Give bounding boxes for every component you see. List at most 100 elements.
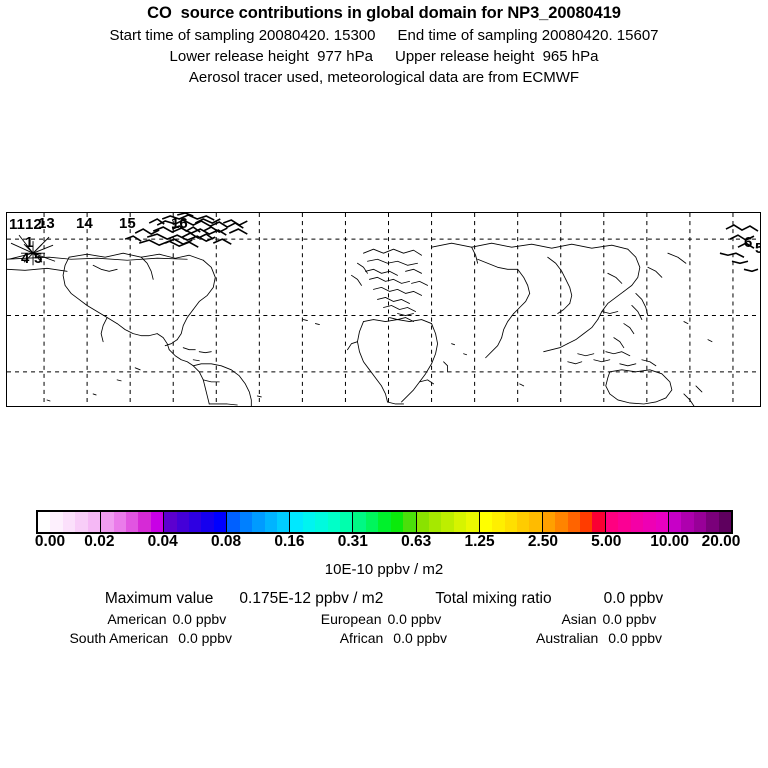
total-mixing-ratio-value: 0.0 ppbv bbox=[603, 590, 664, 607]
colorbar-step-5-2 bbox=[378, 512, 391, 532]
region-australian-label: Australian bbox=[536, 630, 599, 646]
colorbar-step-5-0 bbox=[353, 512, 366, 532]
colorbar-segment-3 bbox=[227, 512, 291, 532]
colorbar-step-2-3 bbox=[201, 512, 214, 532]
colorbar-tick-4: 0.16 bbox=[274, 533, 305, 550]
region-south-american: South American 0.0 ppbv bbox=[62, 630, 277, 646]
colorbar-step-2-0 bbox=[164, 512, 177, 532]
colorbar-step-7-1 bbox=[492, 512, 505, 532]
map-label-5-east: 5 bbox=[755, 241, 760, 256]
release-height-line: Lower release height 977 hPa Upper releas… bbox=[0, 48, 768, 65]
colorbar-step-5-3 bbox=[390, 512, 404, 532]
start-time-text: Start time of sampling 20080420. 15300 bbox=[109, 27, 376, 44]
region-american-value: 0.0 ppbv bbox=[172, 611, 227, 627]
colorbar-step-1-2 bbox=[125, 512, 139, 532]
region-south-american-label: South American bbox=[69, 630, 169, 646]
lower-release-height-text: Lower release height 977 hPa bbox=[169, 48, 373, 65]
colorbar-step-7-2 bbox=[504, 512, 517, 532]
world-map-svg bbox=[7, 213, 760, 406]
map-label-12: 12 bbox=[25, 216, 42, 233]
coastline-europe bbox=[351, 248, 428, 322]
colorbar-segment-0 bbox=[38, 512, 102, 532]
coastline-africa bbox=[347, 319, 449, 405]
colorbar-step-2-1 bbox=[176, 512, 190, 532]
colorbar-segment-1 bbox=[101, 512, 165, 532]
colorbar-container bbox=[36, 510, 733, 534]
region-south-american-value: 0.0 ppbv bbox=[178, 630, 233, 646]
release-point-star-marker bbox=[8, 234, 56, 266]
colorbar-step-9-0 bbox=[605, 512, 619, 532]
colorbar-step-1-0 bbox=[101, 512, 114, 532]
region-asian-label: Asian bbox=[561, 611, 597, 627]
total-mixing-ratio-label: Total mixing ratio bbox=[435, 590, 552, 607]
colorbar-unit-label: 10E-10 ppbv / m2 bbox=[324, 561, 444, 578]
colorbar-tick-0: 0.00 bbox=[34, 533, 66, 550]
colorbar-step-4-1 bbox=[302, 512, 316, 532]
colorbar-step-6-4 bbox=[466, 512, 479, 532]
maximum-value-label: Maximum value bbox=[104, 590, 214, 607]
colorbar-step-9-4 bbox=[655, 512, 668, 532]
region-european: European 0.0 ppbv bbox=[277, 611, 492, 627]
colorbar-step-10-1 bbox=[681, 512, 694, 532]
sampling-time-line: Start time of sampling 20080420. 15300 En… bbox=[0, 27, 768, 44]
colorbar-tick-1: 0.02 bbox=[84, 533, 115, 550]
colorbar-tick-10: 10.00 bbox=[650, 533, 690, 550]
colorbar-step-4-4 bbox=[340, 512, 353, 532]
coastline-south-america bbox=[192, 363, 252, 406]
colorbar-step-4-2 bbox=[315, 512, 328, 532]
upper-release-height-text: Upper release height 965 hPa bbox=[395, 48, 599, 65]
colorbar-step-5-4 bbox=[403, 512, 416, 532]
colorbar-step-1-1 bbox=[113, 512, 126, 532]
colorbar-step-7-4 bbox=[529, 512, 542, 532]
colorbar-gradient[interactable] bbox=[36, 510, 733, 534]
colorbar-segment-10 bbox=[668, 512, 732, 532]
coastline-asia bbox=[431, 242, 687, 359]
colorbar-step-6-2 bbox=[441, 512, 454, 532]
colorbar-segment-6 bbox=[416, 512, 480, 532]
maximum-value-text: 0.175E-12 ppbv / m2 bbox=[239, 590, 384, 607]
colorbar-segment-4 bbox=[290, 512, 354, 532]
map-label-14: 14 bbox=[76, 215, 93, 232]
coastline-australia bbox=[605, 369, 703, 406]
map-label-5: 5 bbox=[34, 250, 43, 267]
colorbar-step-10-3 bbox=[706, 512, 719, 532]
region-american-label: American bbox=[107, 611, 167, 627]
colorbar-step-2-4 bbox=[213, 512, 227, 532]
coastline-north-america bbox=[62, 252, 216, 351]
region-asian-value: 0.0 ppbv bbox=[602, 611, 657, 627]
colorbar-step-0-2 bbox=[62, 512, 76, 532]
page-title: CO source contributions in global domain… bbox=[147, 4, 621, 22]
region-european-label: European bbox=[320, 611, 382, 627]
colorbar-step-7-0 bbox=[479, 512, 493, 532]
colorbar-step-3-2 bbox=[252, 512, 265, 532]
colorbar-step-0-3 bbox=[75, 512, 88, 532]
region-african: African 0.0 ppbv bbox=[277, 630, 492, 646]
coastline-dateline-fragments bbox=[719, 224, 759, 273]
region-american: American 0.0 ppbv bbox=[62, 611, 277, 627]
map-label-11: 11 bbox=[9, 216, 25, 233]
colorbar-step-4-0 bbox=[290, 512, 303, 532]
region-european-value: 0.0 ppbv bbox=[387, 611, 442, 627]
region-australian: Australian 0.0 ppbv bbox=[492, 630, 707, 646]
plot-header: CO source contributions in global domain… bbox=[0, 0, 768, 86]
colorbar-tick-labels: 0.00 0.02 0.04 0.08 0.16 0.31 0.63 1.25 2.50 5.00… bbox=[0, 534, 768, 554]
maximum-value-row: Maximum value 0.175E-12 ppbv / m2 Total mi… bbox=[0, 590, 768, 608]
colorbar-segment-8 bbox=[542, 512, 606, 532]
colorbar-segment-7 bbox=[479, 512, 543, 532]
map-label-1: 1 bbox=[25, 234, 34, 251]
colorbar-step-0-1 bbox=[50, 512, 63, 532]
colorbar-step-8-3 bbox=[580, 512, 593, 532]
global-map-panel[interactable]: 11 12 13 14 15 16 1 4 5 6 5 bbox=[6, 212, 761, 407]
colorbar-tick-3: 0.08 bbox=[210, 533, 242, 550]
colorbar-step-10-2 bbox=[693, 512, 707, 532]
colorbar-step-2-2 bbox=[189, 512, 202, 532]
colorbar-tick-7: 1.25 bbox=[464, 533, 495, 550]
map-label-16: 16 bbox=[171, 215, 188, 232]
colorbar-step-8-4 bbox=[592, 512, 605, 532]
coastline-arctic bbox=[124, 213, 248, 248]
colorbar-tick-9: 5.00 bbox=[591, 533, 622, 550]
coastline-small-islands bbox=[46, 319, 713, 402]
colorbar-step-10-0 bbox=[668, 512, 682, 532]
colorbar-tick-6: 0.63 bbox=[401, 533, 432, 550]
colorbar-step-0-0 bbox=[38, 512, 51, 532]
